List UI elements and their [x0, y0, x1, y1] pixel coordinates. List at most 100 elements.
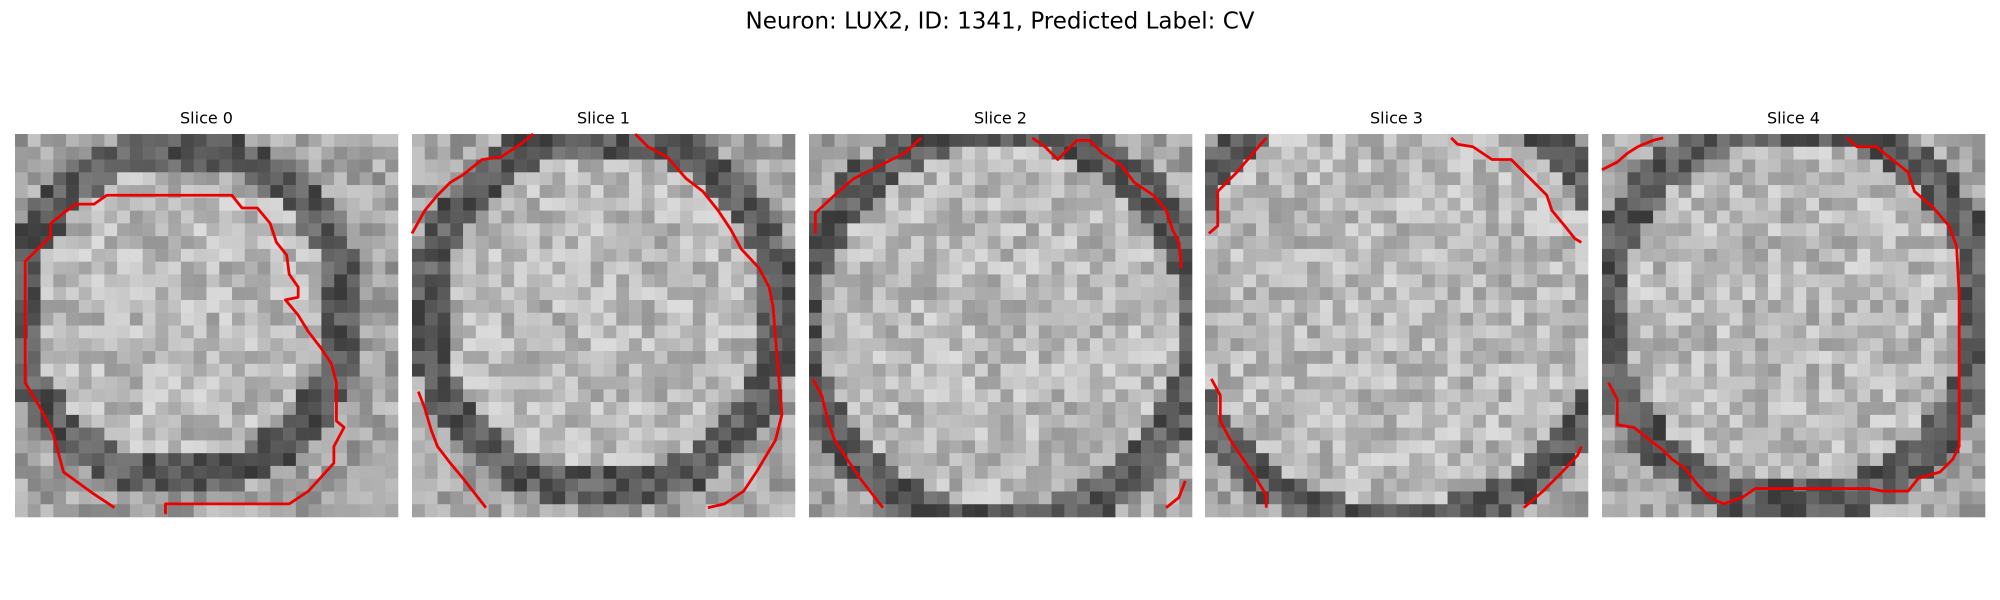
pixel — [962, 185, 976, 199]
pixel — [1243, 236, 1257, 250]
pixel — [155, 274, 169, 288]
pixel — [1179, 389, 1193, 403]
pixel — [847, 210, 861, 224]
pixel — [1026, 325, 1040, 339]
pixel — [1000, 414, 1014, 428]
pixel — [1166, 427, 1180, 441]
pixel — [1857, 261, 1871, 275]
pixel — [526, 185, 540, 199]
pixel — [1358, 134, 1372, 148]
pixel — [1294, 146, 1308, 160]
pixel — [1217, 274, 1231, 288]
pixel — [450, 223, 464, 237]
pixel — [565, 389, 579, 403]
pixel — [1051, 414, 1065, 428]
pixel — [1153, 389, 1167, 403]
pixel — [1460, 465, 1474, 479]
pixel — [1665, 338, 1679, 352]
pixel — [117, 414, 131, 428]
pixel — [1933, 491, 1947, 505]
pixel — [847, 261, 861, 275]
pixel — [1921, 504, 1935, 518]
pixel — [1793, 376, 1807, 390]
pixel — [616, 491, 630, 505]
pixel — [1473, 453, 1487, 467]
pixel — [565, 197, 579, 211]
pixel — [104, 351, 118, 365]
pixel — [1038, 236, 1052, 250]
pixel — [782, 338, 796, 352]
pixel — [616, 504, 630, 518]
pixel — [1038, 453, 1052, 467]
pixel — [847, 363, 861, 377]
pixel — [1089, 197, 1103, 211]
pixel — [1831, 414, 1845, 428]
pixel — [834, 210, 848, 224]
contour — [410, 132, 535, 235]
pixel — [104, 414, 118, 428]
pixel — [821, 172, 835, 186]
pixel — [1614, 478, 1628, 492]
pixel — [1882, 465, 1896, 479]
pixel — [463, 414, 477, 428]
pixel — [232, 159, 246, 173]
pixel — [1319, 402, 1333, 416]
pixel — [1921, 440, 1935, 454]
pixel — [1051, 134, 1065, 148]
pixel — [257, 427, 271, 441]
pixel — [104, 223, 118, 237]
pixel — [1575, 287, 1589, 301]
pixel — [692, 338, 706, 352]
pixel — [1729, 210, 1743, 224]
pixel — [437, 478, 451, 492]
pixel — [270, 287, 284, 301]
pixel — [1064, 414, 1078, 428]
pixel — [1166, 197, 1180, 211]
pixel — [1602, 325, 1616, 339]
pixel — [1370, 159, 1385, 173]
pixel — [1627, 299, 1641, 314]
pixel — [1640, 478, 1654, 492]
pixel — [1294, 402, 1308, 416]
pixel — [923, 414, 937, 428]
pixel — [565, 159, 579, 173]
pixel — [590, 427, 604, 441]
pixel — [1217, 440, 1231, 454]
pixel — [321, 312, 335, 326]
pixel — [641, 389, 655, 403]
pixel — [1166, 261, 1180, 275]
pixel — [206, 261, 220, 275]
pixel — [1895, 491, 1909, 505]
pixel — [616, 376, 630, 390]
pixel — [1256, 261, 1270, 275]
pixel — [1819, 185, 1833, 199]
pixel — [1780, 172, 1794, 186]
pixel — [1742, 159, 1756, 173]
pixel — [1319, 197, 1333, 211]
pixel — [1485, 197, 1499, 211]
pixel — [346, 172, 360, 186]
pixel — [257, 478, 271, 492]
pixel — [1153, 414, 1167, 428]
pixel — [526, 351, 540, 365]
pixel — [359, 414, 373, 428]
pixel — [1882, 236, 1896, 250]
pixel — [1895, 261, 1909, 275]
pixel — [1370, 146, 1385, 160]
pixel — [526, 172, 540, 186]
pixel — [91, 414, 105, 428]
pixel — [1627, 312, 1641, 326]
pixel — [731, 325, 745, 339]
pixel — [1921, 210, 1935, 224]
pixel — [1051, 287, 1065, 301]
pixel — [142, 159, 156, 173]
pixel — [1332, 261, 1346, 275]
pixel — [1857, 338, 1871, 352]
pixel — [590, 159, 604, 173]
pixel — [1038, 185, 1052, 199]
pixel — [1447, 376, 1461, 390]
pixel — [756, 465, 770, 479]
pixel — [1946, 210, 1960, 224]
pixel — [654, 478, 668, 492]
pixel — [936, 197, 950, 211]
